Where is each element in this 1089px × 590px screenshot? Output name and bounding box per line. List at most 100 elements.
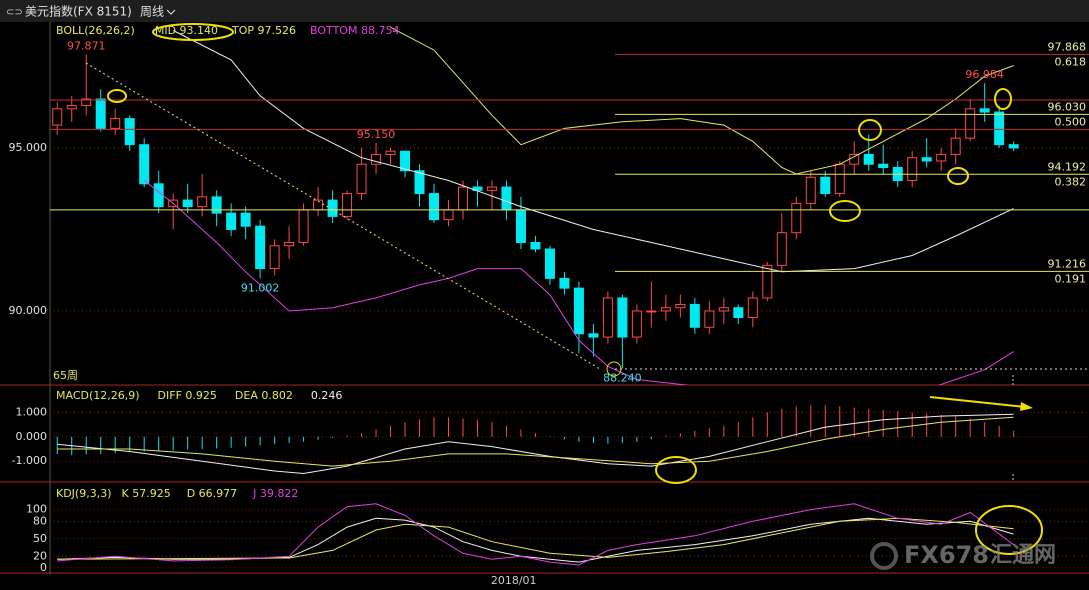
price-annotation: 88.240: [603, 371, 642, 384]
candle-body: [255, 225, 266, 270]
candle-body: [820, 176, 831, 195]
candle-body: [153, 183, 164, 208]
period-count: 65周: [53, 369, 78, 382]
legend-entry: D 66.977: [187, 487, 237, 500]
candle-body: [646, 310, 657, 313]
candle-body: [921, 157, 932, 162]
candle-body: [298, 209, 309, 244]
candle-body: [805, 176, 816, 204]
fib-price: 97.868: [1048, 40, 1087, 53]
candle-body: [747, 297, 758, 319]
title-bar: [0, 0, 1089, 22]
candle-body: [675, 303, 686, 309]
candle-body: [356, 163, 367, 195]
fib-price: 91.216: [1048, 257, 1087, 270]
fib-ratio: 0.618: [1055, 55, 1087, 68]
indicator-line: [390, 26, 1014, 175]
indicator-name: BOLL(26,26,2): [56, 24, 135, 37]
indicator-line: [57, 416, 1014, 467]
indicator-line: [143, 180, 1014, 385]
candle-body: [994, 111, 1005, 146]
candle-body: [414, 170, 425, 195]
legend-entry: J 39.822: [252, 487, 298, 500]
candle-body: [515, 209, 526, 244]
candle-body: [718, 307, 729, 312]
candle-body: [660, 307, 671, 312]
plot-area: [56, 405, 1015, 475]
indicator-name: MACD(12,26,9): [56, 389, 140, 402]
candle-body: [834, 163, 845, 195]
candle-body: [965, 108, 976, 139]
trend-arrow: [929, 396, 1026, 408]
y-tick-label: 50: [33, 532, 47, 545]
candle-body: [530, 242, 541, 250]
period-selector[interactable]: 周线: [140, 5, 164, 19]
instrument-title: 美元指数(FX 8151): [25, 4, 132, 19]
candle-body: [617, 297, 628, 338]
candle-body: [950, 137, 961, 155]
watermark-brand: FX678: [904, 541, 989, 569]
candle-body: [182, 199, 193, 208]
candle-body: [124, 118, 135, 146]
candle-body: [849, 153, 860, 165]
candle-body: [197, 196, 208, 208]
candle-body: [52, 108, 63, 126]
candle-body: [559, 277, 570, 289]
plot-area: [52, 26, 1019, 385]
candle-body: [501, 186, 512, 211]
fib-ratio: 0.500: [1055, 115, 1087, 128]
candle-body: [472, 186, 483, 191]
y-tick-label: 90.000: [9, 304, 48, 317]
candle-body: [327, 199, 338, 217]
legend-entry: DIFF 0.925: [158, 389, 217, 402]
y-tick-label: 80: [33, 514, 47, 527]
fib-price: 94.192: [1048, 160, 1087, 173]
candle-body: [240, 212, 251, 227]
indicator-line: [57, 517, 1014, 560]
y-tick-label: 0.000: [16, 430, 48, 443]
candle-body: [791, 202, 802, 234]
candle-body: [936, 153, 947, 162]
y-tick-label: 0: [40, 561, 47, 574]
candle-body: [689, 303, 700, 328]
candle-body: [66, 105, 77, 110]
watermark-logo: [870, 542, 898, 570]
legend-entry: K 57.925: [122, 487, 171, 500]
watermark-site: 汇通网: [990, 543, 1056, 568]
candle-body: [81, 98, 92, 107]
price-annotation: 95.150: [357, 128, 396, 141]
candle-body: [573, 287, 584, 335]
candle-body: [1008, 144, 1019, 149]
candle-body: [342, 193, 353, 217]
y-tick-label: 1.000: [16, 405, 48, 418]
candle-body: [878, 163, 889, 169]
candle-body: [907, 157, 918, 182]
candle-body: [733, 307, 744, 318]
y-tick-label: 20: [33, 549, 47, 562]
candle-body: [139, 144, 150, 185]
candle-body: [110, 118, 121, 129]
candle-body: [631, 310, 642, 338]
candle-body: [544, 248, 555, 279]
legend-entry: TOP 97.526: [231, 24, 296, 37]
y-tick-label: 100: [26, 503, 47, 516]
candle-body: [704, 310, 715, 328]
candle-body: [385, 150, 396, 155]
legend-entry: DEA 0.802: [235, 389, 293, 402]
price-annotation: 97.871: [67, 39, 106, 52]
candle-body: [588, 333, 599, 338]
price-annotation: 91.002: [241, 281, 280, 294]
candle-body: [400, 150, 411, 172]
link-icon[interactable]: ⊂⊃: [6, 7, 23, 18]
candle-body: [371, 153, 382, 165]
candle-body: [486, 186, 497, 191]
candle-body: [429, 193, 440, 221]
fib-ratio: 0.382: [1055, 175, 1087, 188]
y-tick-label: 95.000: [9, 141, 48, 154]
dropdown-arrow[interactable]: [166, 9, 176, 15]
price-annotation: 96.984: [965, 68, 1004, 81]
indicator-line: [57, 503, 1014, 566]
y-tick-label: -1.000: [12, 454, 47, 467]
macd-value: 0.246: [311, 389, 343, 402]
